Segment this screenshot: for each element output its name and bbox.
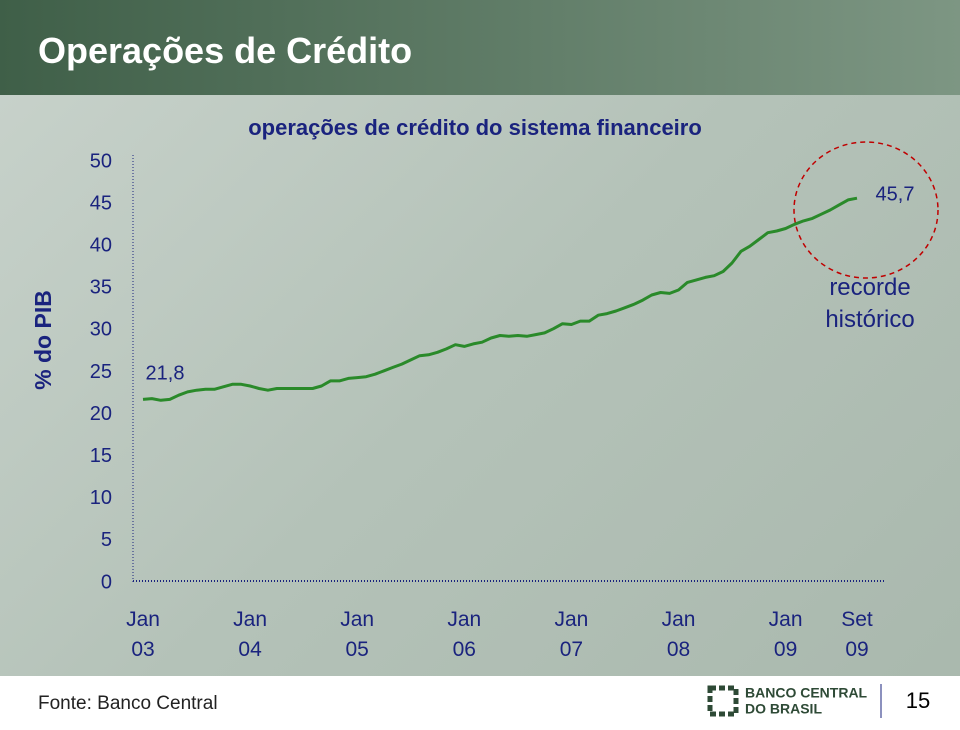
y-tick-label: 45 [90,192,112,214]
data-line [142,196,858,402]
y-tick-label: 50 [90,150,112,172]
x-tick-label: Jan 03 [126,608,160,661]
x-tick-label: Jan 06 [447,608,482,661]
x-tick-label: Jan 04 [233,608,268,661]
logo: BANCO CENTRAL DO BRASIL [707,685,868,717]
y-tick-label: 15 [90,445,112,467]
x-tick-label: Jan 08 [661,608,696,661]
source: Fonte: Banco Central [38,693,218,714]
annotation: recorde histórico [825,274,914,333]
logo-mark [707,685,739,717]
y-tick-label: 40 [90,234,112,256]
x-tick-label: Jan 05 [340,608,375,661]
data-label: 21,8 [146,363,185,385]
y-tick-label: 20 [90,403,112,425]
page-number: 15 [906,688,930,713]
chart-title: operações de crédito do sistema financei… [248,115,702,140]
footer [0,676,960,730]
logo-text: DO BRASIL [745,701,822,717]
highlight-ellipse [793,141,939,279]
x-tick-label: Set 09 [841,608,873,661]
y-tick-label: 30 [90,319,112,341]
x-tick-label: Jan 09 [768,608,803,661]
slide-title: Operações de Crédito [38,30,413,71]
x-tick-label: Jan 07 [554,608,589,661]
y-tick-label: 10 [90,487,112,509]
header: Operações de Crédito [0,0,960,95]
logo-text: BANCO CENTRAL [745,685,868,701]
y-tick-label: 25 [90,361,112,383]
y-tick-label: 5 [101,529,112,551]
y-axis-label: % do PIB [30,290,56,390]
data-label: 45,7 [876,183,915,205]
y-tick-label: 0 [101,571,112,593]
y-tick-label: 35 [90,277,112,299]
